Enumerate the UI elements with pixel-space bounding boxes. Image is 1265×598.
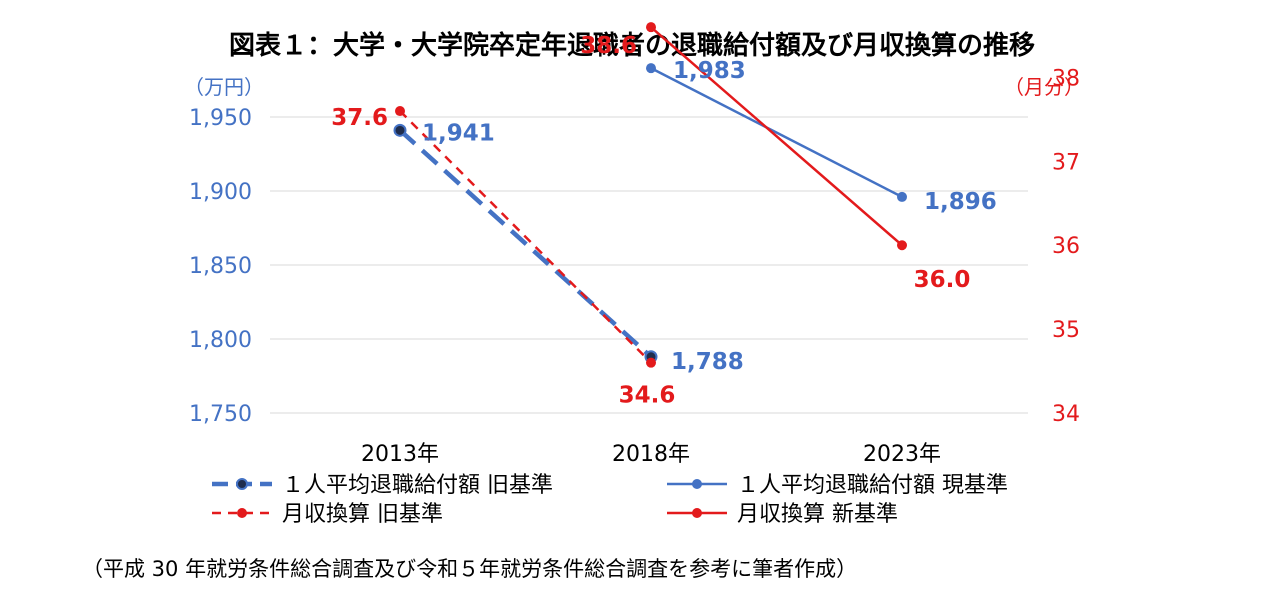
- grid-lines: [270, 116, 1028, 414]
- data-point: [393, 123, 407, 137]
- legend-label: １人平均退職給付額 現基準: [737, 473, 1008, 498]
- series-line-segment: [398, 128, 653, 359]
- data-label: 36.0: [914, 267, 971, 293]
- right-tick-label: 36: [1052, 234, 1080, 259]
- x-tick-label: 2018年: [612, 442, 690, 467]
- data-label: 1,983: [673, 58, 746, 84]
- right-tick-label: 37: [1052, 150, 1080, 175]
- data-point: [646, 63, 656, 74]
- legend-marker: [692, 479, 702, 489]
- right-tick-label: 35: [1052, 318, 1080, 343]
- chart-title: 図表１：大学・大学院卒定年退職者の退職給付額及び月収換算の推移: [229, 30, 1035, 61]
- x-tick-label: 2023年: [863, 442, 941, 467]
- left-tick-label: 1,800: [189, 328, 252, 353]
- data-labels: 1,941 1,788 1,983 1,896 37.6 34.6 38.6 36.0: [331, 33, 997, 409]
- data-label: 37.6: [331, 105, 388, 131]
- legend-marker: [236, 478, 248, 490]
- left-tick-label: 1,750: [189, 402, 252, 427]
- left-tick-label: 1,900: [189, 180, 252, 205]
- series-lines: [393, 22, 907, 368]
- data-label: 1,896: [924, 189, 997, 215]
- series-line-segment: [650, 26, 903, 247]
- left-tick-label: 1,950: [189, 106, 252, 131]
- axis-ticks: 1,750 1,800 1,850 1,900 1,950 34 35 36 37 38 2013年…: [189, 66, 1080, 467]
- legend-label: 月収換算 新基準: [737, 502, 898, 527]
- data-point: [646, 357, 656, 368]
- left-axis-unit: （万円）: [184, 75, 264, 99]
- x-tick-label: 2013年: [361, 442, 439, 467]
- left-tick-label: 1,850: [189, 254, 252, 279]
- data-label: 1,941: [422, 120, 495, 146]
- legend-label: 月収換算 旧基準: [282, 502, 443, 527]
- source-note: （平成 30 年就労条件総合調査及び令和５年就労条件総合調査を参考に筆者作成）: [82, 557, 857, 581]
- series-line-segment: [399, 110, 652, 364]
- right-tick-label: 34: [1052, 402, 1080, 427]
- right-axis-unit: （月分）: [1004, 75, 1084, 99]
- data-point: [646, 22, 656, 33]
- data-point: [897, 240, 907, 251]
- data-label: 34.6: [619, 383, 676, 409]
- legend-marker: [692, 508, 702, 518]
- data-label: 1,788: [671, 349, 744, 375]
- data-point: [395, 106, 405, 117]
- legend-label: １人平均退職給付額 旧基準: [282, 473, 553, 498]
- data-point: [897, 191, 907, 202]
- series-line-segment: [650, 67, 903, 199]
- right-tick-label: 38: [1052, 66, 1080, 91]
- data-label: 38.6: [580, 33, 637, 59]
- legend-marker: [237, 508, 247, 518]
